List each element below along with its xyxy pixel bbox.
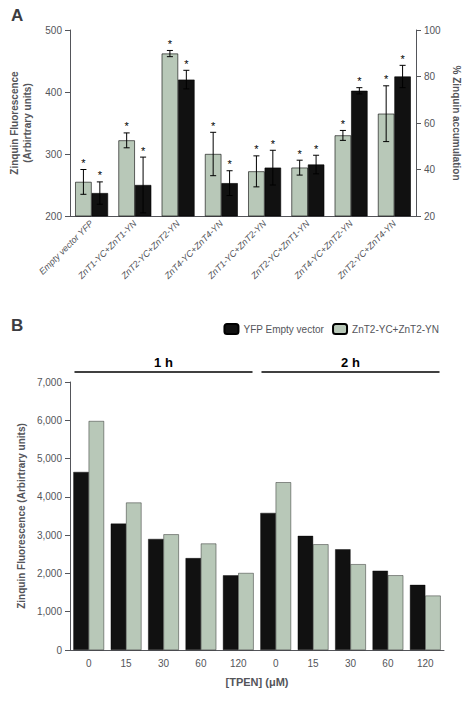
svg-text:5,000: 5,000 (37, 453, 62, 464)
svg-text:YFP Empty vector: YFP Empty vector (243, 324, 324, 335)
svg-text:ZnT1-YC+ZnT1-YN: ZnT1-YC+ZnT1-YN (76, 218, 139, 281)
svg-text:*: * (98, 169, 103, 181)
svg-text:*: * (271, 138, 276, 150)
svg-text:*: * (81, 157, 86, 169)
svg-text:*: * (254, 143, 259, 155)
svg-text:ZnT2-YC+ZnT2-YN: ZnT2-YC+ZnT2-YN (119, 218, 182, 281)
svg-text:*: * (184, 58, 189, 70)
svg-text:Empty vector YFP: Empty vector YFP (37, 218, 96, 277)
svg-text:*: * (211, 120, 216, 132)
svg-text:0: 0 (56, 645, 62, 656)
svg-text:*: * (168, 38, 173, 50)
svg-text:ZnT2-YC+ZnT2-YN: ZnT2-YC+ZnT2-YN (352, 324, 439, 335)
svg-text:[TPEN] (μM): [TPEN] (μM) (226, 676, 289, 688)
svg-text:Zinquin Fluorescence: Zinquin Fluorescence (9, 71, 20, 175)
svg-text:60: 60 (382, 658, 394, 669)
svg-text:1,000: 1,000 (37, 606, 62, 617)
svg-text:(Arbirtrary units): (Arbirtrary units) (22, 83, 33, 162)
svg-text:*: * (400, 53, 405, 65)
svg-text:1 h: 1 h (154, 355, 173, 370)
svg-text:2,000: 2,000 (37, 568, 62, 579)
svg-text:*: * (125, 120, 130, 132)
svg-text:7,000: 7,000 (37, 377, 62, 388)
svg-text:15: 15 (121, 658, 133, 669)
svg-text:ZnT4-YC+ZnT4-YN: ZnT4-YC+ZnT4-YN (162, 218, 225, 281)
svg-text:A: A (11, 6, 23, 25)
svg-text:500: 500 (45, 25, 62, 36)
svg-text:*: * (227, 158, 232, 170)
svg-text:0: 0 (86, 658, 92, 669)
svg-text:40: 40 (424, 164, 436, 175)
svg-text:60: 60 (195, 658, 207, 669)
svg-text:% Zinquin accumulation: % Zinquin accumulation (451, 65, 462, 180)
svg-text:Zinquin Fluorescence (Arbirtra: Zinquin Fluorescence (Arbirtrary units) (16, 423, 27, 609)
svg-text:ZnT4-YC+ZnT2-YN: ZnT4-YC+ZnT2-YN (292, 218, 355, 281)
svg-text:*: * (314, 143, 319, 155)
svg-text:*: * (141, 145, 146, 157)
svg-text:*: * (384, 73, 389, 85)
svg-text:15: 15 (308, 658, 320, 669)
svg-text:B: B (11, 316, 23, 335)
svg-text:6,000: 6,000 (37, 415, 62, 426)
svg-text:*: * (357, 75, 362, 87)
svg-text:ZnT1-YC+ZnT2-YN: ZnT1-YC+ZnT2-YN (205, 218, 269, 281)
svg-text:120: 120 (417, 658, 434, 669)
svg-text:*: * (298, 148, 303, 160)
svg-text:400: 400 (45, 87, 62, 98)
svg-text:120: 120 (230, 658, 247, 669)
svg-text:200: 200 (45, 211, 62, 222)
svg-text:300: 300 (45, 149, 62, 160)
svg-text:ZnT2-YC+ZnT1-YN: ZnT2-YC+ZnT1-YN (249, 218, 312, 281)
svg-text:30: 30 (158, 658, 170, 669)
svg-text:20: 20 (424, 211, 436, 222)
svg-text:80: 80 (424, 71, 436, 82)
svg-text:60: 60 (424, 118, 436, 129)
svg-text:3,000: 3,000 (37, 530, 62, 541)
svg-text:*: * (341, 118, 346, 130)
svg-text:100: 100 (424, 25, 441, 36)
svg-text:ZnT2-YC+ZnT4-YN: ZnT2-YC+ZnT4-YN (335, 218, 398, 281)
svg-text:4,000: 4,000 (37, 491, 62, 502)
svg-text:0: 0 (273, 658, 279, 669)
svg-text:30: 30 (345, 658, 357, 669)
svg-text:2 h: 2 h (341, 355, 360, 370)
